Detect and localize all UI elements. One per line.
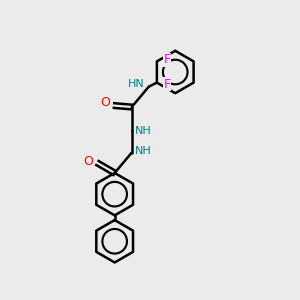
Text: HN: HN bbox=[128, 79, 145, 89]
Text: F: F bbox=[164, 53, 171, 66]
Text: F: F bbox=[164, 78, 171, 91]
Text: O: O bbox=[100, 96, 110, 109]
Text: NH: NH bbox=[134, 126, 151, 136]
Text: NH: NH bbox=[134, 146, 151, 156]
Text: O: O bbox=[84, 155, 94, 168]
